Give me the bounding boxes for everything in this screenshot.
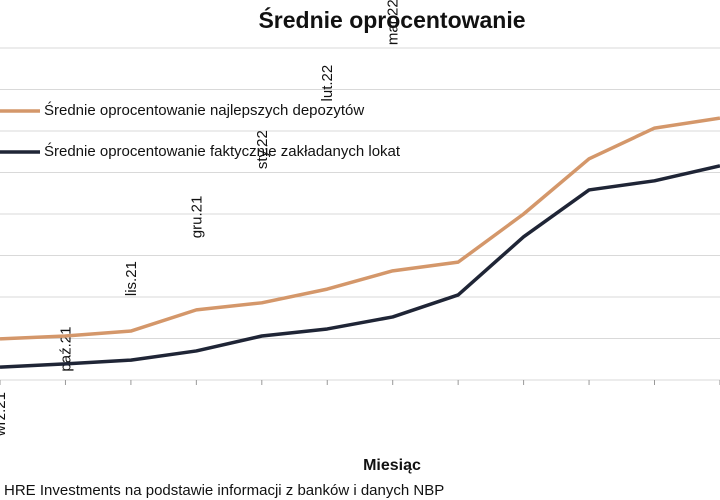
x-tick-label: mar.22 xyxy=(385,0,402,45)
x-tick-label: lut.22 xyxy=(319,65,336,102)
x-tick-label: wrz.21 xyxy=(0,392,9,437)
x-axis-label: Miesiąc xyxy=(363,457,421,474)
data-line xyxy=(0,164,720,369)
x-tick-label: sty.22 xyxy=(254,130,271,169)
legend-label: Średnie oprocentowanie najlepszych depoz… xyxy=(44,101,364,119)
legend-label: Średnie oprocentowanie faktycznie zakład… xyxy=(44,142,401,160)
x-tick-label: gru.21 xyxy=(188,196,205,239)
chart-title: Średnie oprocentowanie xyxy=(258,6,525,33)
source-note: HRE Investments na podstawie informacji … xyxy=(4,482,444,499)
x-tick-label: lis.21 xyxy=(123,261,140,296)
data-line xyxy=(0,116,720,341)
